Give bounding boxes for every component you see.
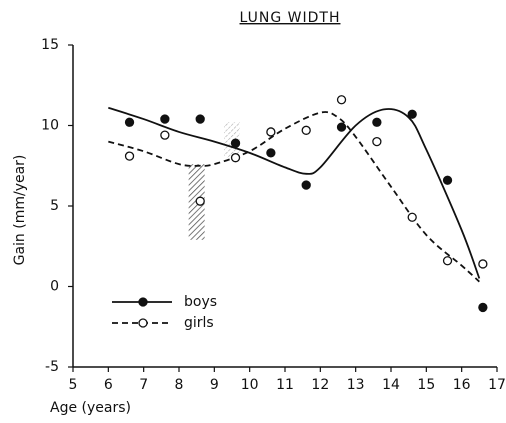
y-tick-label: -5	[45, 359, 59, 375]
data-point	[230, 153, 241, 163]
data-point	[301, 125, 311, 135]
data-point	[160, 130, 170, 140]
data-point	[478, 302, 488, 313]
y-tick-label: 15	[41, 37, 59, 53]
data-point	[407, 212, 417, 222]
data-point	[442, 256, 453, 266]
x-tick-label: 17	[488, 377, 506, 393]
data-point	[372, 117, 382, 127]
y-tick-label: 10	[41, 118, 59, 134]
data-point	[372, 136, 382, 147]
data-point	[336, 122, 347, 132]
x-tick-label: 10	[241, 377, 259, 393]
data-point	[442, 175, 453, 185]
x-tick-label: 13	[347, 377, 365, 393]
x-tick-label: 12	[311, 377, 329, 393]
data-point	[124, 151, 135, 161]
data-point	[195, 196, 205, 206]
x-tick-label: 5	[69, 377, 78, 393]
legend-label: girls	[184, 315, 214, 331]
x-tick-label: 16	[453, 377, 471, 393]
y-tick-label: 5	[50, 198, 59, 214]
data-point	[336, 95, 347, 105]
data-point	[195, 114, 205, 124]
data-point	[266, 148, 276, 158]
legend-marker	[138, 297, 148, 307]
data-point	[478, 259, 488, 269]
data-point	[266, 127, 276, 137]
data-point	[407, 109, 417, 119]
data-point	[124, 117, 135, 127]
x-tick-label: 15	[417, 377, 435, 393]
data-point	[301, 180, 311, 190]
x-axis-label: Age (years)	[50, 400, 131, 416]
legend-marker	[138, 318, 148, 328]
data-point	[230, 138, 241, 148]
fit-curve	[108, 106, 481, 279]
x-tick-label: 9	[210, 377, 219, 393]
chart-title: LUNG WIDTH	[240, 10, 341, 26]
y-axis-label: Gain (mm/year)	[12, 155, 28, 266]
x-tick-label: 6	[104, 377, 113, 393]
data-point	[160, 114, 170, 124]
legend-label: boys	[184, 294, 217, 310]
x-tick-label: 14	[382, 377, 400, 393]
x-tick-label: 7	[139, 377, 148, 393]
fit-curve	[108, 111, 480, 283]
x-tick-label: 11	[276, 377, 294, 393]
x-tick-label: 8	[175, 377, 184, 393]
y-tick-label: 0	[50, 279, 59, 295]
